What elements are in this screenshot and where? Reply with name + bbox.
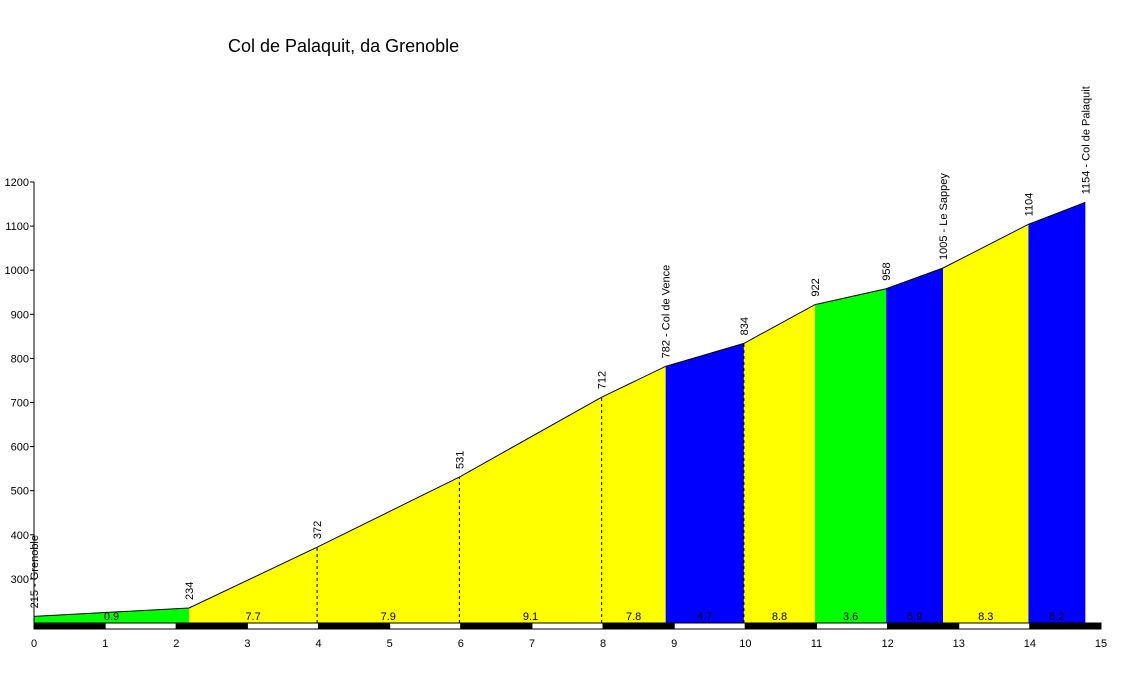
x-tick-label-0: 0 bbox=[31, 638, 37, 650]
x-tick-label-11: 11 bbox=[811, 638, 822, 650]
gradient-segments bbox=[34, 202, 1086, 623]
km-bar-4 bbox=[318, 622, 391, 630]
segment-fill-7 bbox=[815, 288, 887, 623]
x-tick-label-5: 5 bbox=[387, 638, 393, 650]
gradient-label-2: 7.9 bbox=[381, 611, 396, 623]
segment-fill-4 bbox=[601, 366, 666, 623]
y-tick-label-3: 600 bbox=[11, 442, 29, 454]
km-bar-1 bbox=[104, 622, 177, 630]
x-tick-label-1: 1 bbox=[102, 638, 108, 650]
km-bar-3 bbox=[246, 622, 320, 630]
x-tick-label-8: 8 bbox=[600, 638, 606, 650]
dashed-markers bbox=[316, 343, 745, 623]
km-bar-14 bbox=[1029, 622, 1102, 630]
elevation-label-6: 834 bbox=[739, 317, 751, 335]
x-tick-label-2: 2 bbox=[173, 638, 179, 650]
elevation-label-10: 1104 bbox=[1023, 193, 1035, 217]
km-bar-7 bbox=[531, 622, 604, 630]
gradient-label-7: 3.6 bbox=[843, 611, 858, 623]
profile-outline bbox=[33, 201, 1086, 617]
elevation-label-8: 958 bbox=[881, 262, 893, 280]
y-tick-label-1: 400 bbox=[11, 530, 29, 542]
x-tick-label-14: 14 bbox=[1024, 638, 1036, 650]
segment-fill-8 bbox=[886, 267, 944, 623]
y-tick-label-6: 900 bbox=[11, 309, 29, 321]
elevation-label-3: 531 bbox=[454, 451, 466, 469]
x-tick-label-15: 15 bbox=[1095, 638, 1107, 650]
km-bar-5 bbox=[389, 622, 462, 630]
gradient-label-1: 7.7 bbox=[245, 611, 260, 623]
x-tick-label-3: 3 bbox=[244, 638, 250, 650]
elevation-label-4: 712 bbox=[597, 371, 609, 389]
chart-title: Col de Palaquit, da Grenoble bbox=[228, 36, 459, 56]
y-tick-label-0: 300 bbox=[11, 574, 29, 586]
gradient-label-9: 8.3 bbox=[978, 611, 993, 623]
km-bar-2 bbox=[175, 622, 248, 630]
km-bar-8 bbox=[602, 622, 675, 630]
elevation-label-9: 1005 - Le Sappey bbox=[938, 173, 950, 260]
segment-fill-1 bbox=[189, 547, 318, 623]
segment-fill-5 bbox=[665, 343, 744, 623]
y-tick-label-9: 1200 bbox=[5, 177, 29, 189]
segment-fill-6 bbox=[743, 304, 816, 623]
segment-fill-0 bbox=[34, 608, 190, 623]
gradient-label-0: 0.9 bbox=[104, 611, 119, 623]
x-tick-label-13: 13 bbox=[953, 638, 965, 650]
elevation-label-7: 922 bbox=[810, 278, 822, 296]
gradient-label-10: 6.2 bbox=[1049, 611, 1064, 623]
y-tick-label-5: 800 bbox=[11, 353, 29, 365]
km-bar-11 bbox=[815, 622, 889, 630]
segment-fill-9 bbox=[943, 224, 1029, 623]
x-tick-label-9: 9 bbox=[671, 638, 677, 650]
x-tick-label-10: 10 bbox=[739, 638, 751, 650]
profile-line bbox=[33, 201, 1086, 617]
elevation-label-1: 234 bbox=[184, 582, 196, 600]
km-bar-6 bbox=[460, 622, 533, 630]
x-tick-label-4: 4 bbox=[315, 638, 321, 650]
gradient-label-3: 9.1 bbox=[523, 611, 538, 623]
km-bar-0 bbox=[33, 622, 106, 630]
x-tick-label-7: 7 bbox=[529, 638, 535, 650]
gradient-label-8: 5.9 bbox=[907, 611, 922, 623]
gradient-label-5: 4.7 bbox=[697, 611, 712, 623]
km-bar-13 bbox=[958, 622, 1031, 630]
elevation-labels: 215 - Grenoble 234 372 531 712 782 - Col de V… bbox=[29, 86, 1092, 608]
elevation-label-5: 782 - Col de Vence bbox=[661, 265, 673, 359]
x-tick-label-12: 12 bbox=[881, 638, 893, 650]
km-bar-10 bbox=[744, 622, 817, 630]
elevation-label-11: 1154 - Col de Palaquit bbox=[1080, 86, 1092, 194]
segment-fill-3 bbox=[459, 397, 602, 623]
segment-fill-2 bbox=[317, 477, 460, 623]
x-tick-label-6: 6 bbox=[458, 638, 464, 650]
km-bar-9 bbox=[673, 622, 746, 630]
segment-fill-10 bbox=[1028, 202, 1086, 623]
km-bar-12 bbox=[887, 622, 960, 630]
gradient-label-6: 8.8 bbox=[772, 611, 787, 623]
y-tick-label-2: 500 bbox=[11, 486, 29, 498]
elevation-label-0: 215 - Grenoble bbox=[29, 535, 41, 608]
gradient-label-4: 7.8 bbox=[626, 611, 641, 623]
y-tick-label-7: 1000 bbox=[5, 265, 29, 277]
y-tick-label-8: 1100 bbox=[5, 221, 29, 233]
gradient-labels: 0.9 7.7 7.9 9.1 7.8 4.7 8.8 3.6 5.9 8.3 6.2 bbox=[104, 611, 1065, 623]
y-tick-label-4: 700 bbox=[11, 398, 29, 410]
elevation-label-2: 372 bbox=[312, 521, 324, 539]
